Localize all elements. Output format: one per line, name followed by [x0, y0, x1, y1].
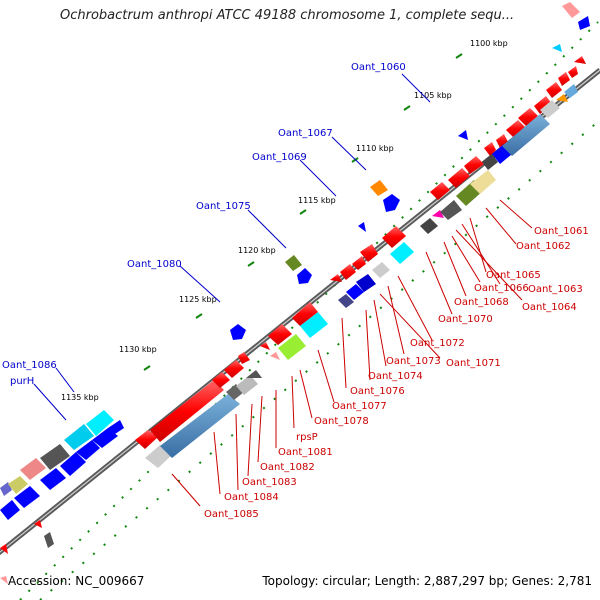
gene-rpsp [278, 334, 306, 360]
kbp-label: 1115 kbp [298, 196, 336, 205]
gene-label: Oant_1068 [454, 297, 509, 308]
gene-label: Oant_1073 [386, 356, 441, 367]
gene-label: Oant_1082 [260, 462, 315, 473]
gene-label: Oant_1075 [196, 201, 251, 212]
gene-oant-1072 [390, 242, 414, 264]
corner-features [552, 2, 590, 52]
gene-oant-1077 [300, 312, 328, 338]
gene-label: Oant_1069 [252, 152, 307, 163]
tick-mark [143, 365, 151, 371]
gene-oant-1075 [358, 222, 366, 232]
gene-labels-below: Oant_1061 Oant_1062 Oant_1065 Oant_1066 … [204, 226, 589, 520]
gene-label: Oant_1063 [528, 284, 583, 295]
gene-label: Oant_1064 [522, 302, 577, 313]
tick-mark [195, 313, 203, 319]
tick-mark [299, 209, 307, 215]
gene-label: rpsP [296, 432, 318, 443]
gene-label: Oant_1078 [314, 416, 369, 427]
kbp-label: 1105 kbp [414, 91, 452, 100]
gene-label: Oant_1085 [204, 509, 259, 520]
feature-corner-cyan [552, 44, 562, 52]
genome-summary-text: Topology: circular; Length: 2,887,297 bp… [262, 574, 592, 588]
gene-label: Oant_1083 [242, 477, 297, 488]
gene-oant-1085 [150, 380, 224, 442]
gene-oant-1069 [383, 194, 400, 212]
feature-corner-pink [562, 2, 580, 18]
callout-lines-below [171, 199, 533, 507]
outer-features [230, 130, 468, 340]
gene-oant-1080-olive [285, 255, 302, 271]
tick-mark [403, 105, 411, 111]
gene-oant-1084 [160, 394, 240, 458]
gene-oant-1060 [458, 130, 468, 140]
accession-text: Accession: NC_009667 [8, 574, 145, 588]
gene-label: Oant_1061 [534, 226, 589, 237]
gene-label: Oant_1060 [351, 62, 406, 73]
gene-label: Oant_1072 [410, 338, 465, 349]
reverse-strand-features [145, 84, 578, 468]
kbp-ticks: 1100 kbp 1105 kbp 1110 kbp 1115 kbp 1120… [61, 39, 508, 423]
kbp-label: 1130 kbp [119, 345, 157, 354]
kbp-label: 1125 kbp [179, 295, 217, 304]
gene-label: Oant_1080 [127, 259, 182, 270]
gene-label: purH [10, 376, 34, 387]
gene-label: Oant_1066 [474, 283, 529, 294]
gene-label: Oant_1077 [332, 401, 387, 412]
gene-oant-1086 [230, 324, 246, 340]
kbp-label: 1135 kbp [61, 393, 99, 402]
forward-strand-features [135, 56, 586, 449]
feature-corner-blue [578, 16, 590, 30]
gene-label: Oant_1065 [486, 270, 541, 281]
gene-label: Oant_1086 [2, 360, 57, 371]
gene-label: Oant_1070 [438, 314, 493, 325]
kbp-label: 1100 kbp [470, 39, 508, 48]
gene-label: Oant_1071 [446, 358, 501, 369]
gene-label: Oant_1076 [350, 386, 405, 397]
tick-mark [247, 261, 255, 267]
gene-oant-1061 [502, 114, 550, 156]
left-cluster-features [0, 410, 124, 584]
callout-lines-above [33, 73, 431, 421]
gene-oant-1076 [292, 302, 318, 326]
inner-dotted-track [39, 119, 600, 600]
gene-labels-above: Oant_1060 Oant_1067 Oant_1069 Oant_1075 … [2, 62, 406, 387]
gene-label: Oant_1081 [278, 447, 333, 458]
gene-oant-1078 [268, 324, 292, 345]
tick-mark [455, 53, 463, 59]
kbp-label: 1110 kbp [356, 144, 394, 153]
kbp-label: 1120 kbp [238, 246, 276, 255]
gene-label: Oant_1067 [278, 128, 333, 139]
gene-oant-1080 [297, 268, 312, 284]
gene-label: Oant_1084 [224, 492, 279, 503]
gene-label: Oant_1074 [368, 371, 423, 382]
gene-oant-1067 [370, 180, 388, 196]
gene-label: Oant_1062 [516, 241, 571, 252]
